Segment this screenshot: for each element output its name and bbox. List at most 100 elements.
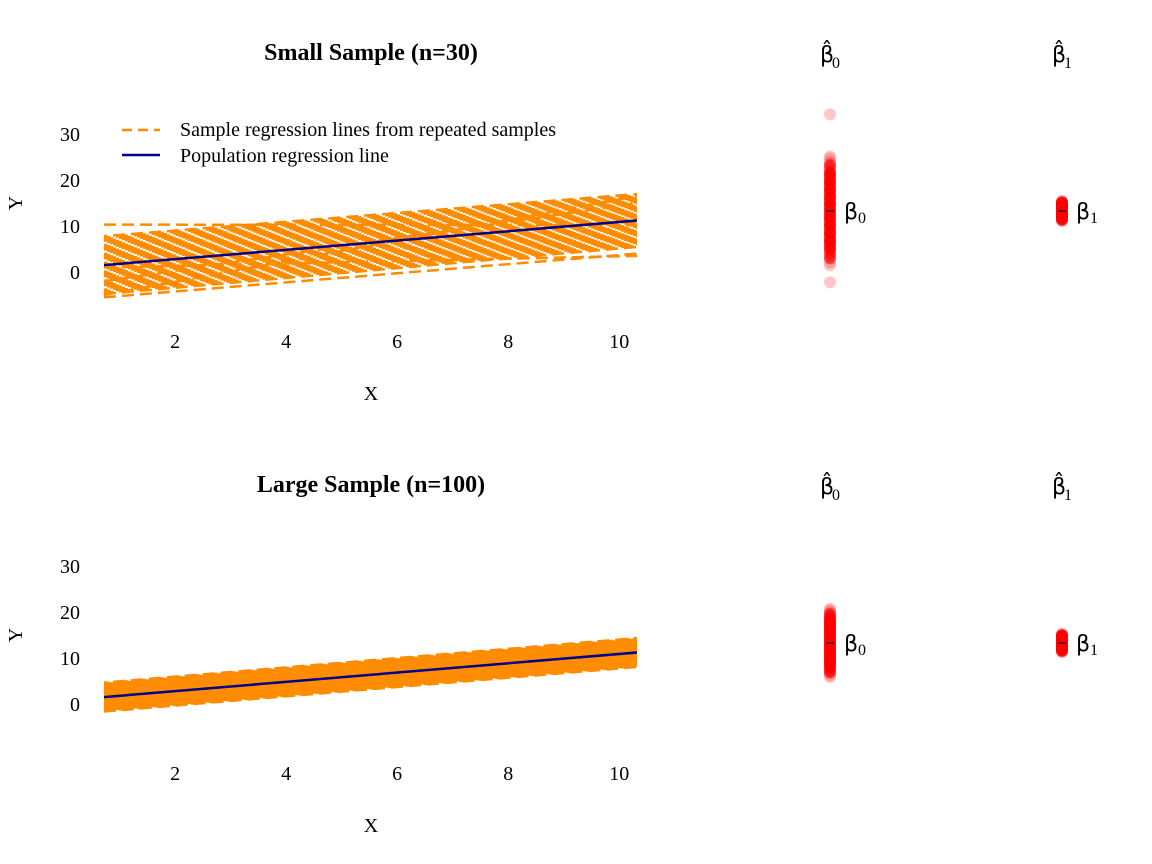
estimate-point	[1056, 627, 1068, 640]
estimate-point	[824, 635, 836, 648]
sample-regression-line	[103, 242, 638, 293]
estimate-point	[824, 211, 836, 224]
estimate-header: β̂	[1052, 41, 1066, 68]
estimate-point	[1056, 211, 1068, 224]
estimate-point	[1056, 210, 1068, 223]
estimate-point	[1056, 633, 1068, 646]
estimate-point	[1056, 209, 1068, 222]
sample-regression-line	[103, 661, 638, 710]
estimate-point	[824, 185, 836, 198]
estimate-point	[824, 645, 836, 658]
estimate-point	[1056, 206, 1068, 219]
estimate-point	[824, 168, 836, 181]
estimate-point	[824, 150, 836, 163]
estimate-point	[824, 617, 836, 630]
estimate-point	[824, 657, 836, 670]
y-tick-label: 0	[70, 694, 80, 716]
estimate-point	[824, 152, 836, 165]
sample-regression-line	[103, 202, 638, 248]
estimate-point	[1056, 646, 1068, 659]
estimate-point	[824, 604, 836, 617]
estimate-point	[824, 259, 836, 272]
estimate-point	[1056, 198, 1068, 211]
estimate-point	[824, 618, 836, 631]
x-tick-label: 4	[281, 331, 291, 353]
estimate-point	[824, 238, 836, 251]
estimate-point	[824, 651, 836, 664]
sample-regression-line	[103, 192, 638, 238]
estimate-header: β̂	[820, 473, 834, 500]
estimate-point	[1056, 629, 1068, 642]
estimate-point	[1056, 641, 1068, 654]
estimate-point	[824, 654, 836, 667]
estimate-point	[1056, 640, 1068, 653]
sample-regression-line	[103, 639, 638, 687]
estimate-point	[824, 619, 836, 632]
estimate-point	[1056, 633, 1068, 646]
estimate-point	[1056, 633, 1068, 646]
estimate-point	[824, 166, 836, 179]
estimate-point	[1056, 629, 1068, 642]
estimate-point	[1056, 213, 1068, 226]
estimate-point	[824, 660, 836, 673]
estimate-point	[1056, 206, 1068, 219]
estimate-point	[824, 613, 836, 626]
estimate-point	[824, 190, 836, 203]
estimate-point	[824, 226, 836, 239]
y-tick-label: 30	[60, 556, 80, 578]
estimate-point	[824, 236, 836, 249]
large-y-ticks: 0 10 20 30	[60, 556, 80, 716]
estimate-point	[824, 607, 836, 620]
estimate-point	[824, 660, 836, 673]
estimate-point	[1056, 200, 1068, 213]
estimate-point	[1056, 644, 1068, 657]
sample-regression-line	[103, 211, 638, 259]
estimate-point	[1056, 643, 1068, 656]
estimate-point	[1056, 201, 1068, 214]
estimate-point	[824, 645, 836, 658]
true-value-subscript: 1	[1090, 210, 1098, 227]
y-tick-label: 10	[60, 216, 80, 238]
estimate-point	[1056, 632, 1068, 645]
estimate-point	[1056, 643, 1068, 656]
estimate-point	[824, 183, 836, 196]
estimate-point	[1056, 632, 1068, 645]
estimate-point	[1056, 212, 1068, 225]
estimate-point	[824, 222, 836, 235]
estimate-point	[824, 628, 836, 641]
estimate-point	[1056, 635, 1068, 648]
estimate-point	[1056, 632, 1068, 645]
estimate-point	[824, 650, 836, 663]
estimate-point	[1056, 632, 1068, 645]
estimate-point	[824, 615, 836, 628]
estimate-point	[1056, 640, 1068, 653]
estimate-point	[1056, 204, 1068, 217]
estimate-point	[1056, 638, 1068, 651]
estimate-point	[824, 625, 836, 638]
estimate-point	[1056, 640, 1068, 653]
x-tick-label: 10	[609, 763, 629, 785]
estimate-point	[1056, 206, 1068, 219]
estimate-point	[824, 252, 836, 265]
estimate-point	[824, 169, 836, 182]
estimate-point	[1056, 195, 1068, 208]
estimate-point	[824, 243, 836, 256]
estimate-point	[1056, 641, 1068, 654]
sample-regression-line	[103, 214, 638, 262]
estimate-point	[1056, 200, 1068, 213]
estimate-point	[824, 209, 836, 222]
estimate-point	[824, 218, 836, 231]
estimate-point	[824, 183, 836, 196]
estimate-point	[1056, 197, 1068, 210]
estimate-point	[1056, 213, 1068, 226]
sample-regression-line	[103, 215, 638, 263]
estimate-point	[824, 629, 836, 642]
estimate-point	[824, 201, 836, 214]
estimate-point	[1056, 638, 1068, 651]
estimate-point	[824, 192, 836, 205]
true-value-subscript: 1	[1090, 642, 1098, 659]
estimate-point	[824, 203, 836, 216]
estimate-point	[1056, 629, 1068, 642]
estimate-point	[1056, 200, 1068, 213]
estimate-point	[1056, 629, 1068, 642]
